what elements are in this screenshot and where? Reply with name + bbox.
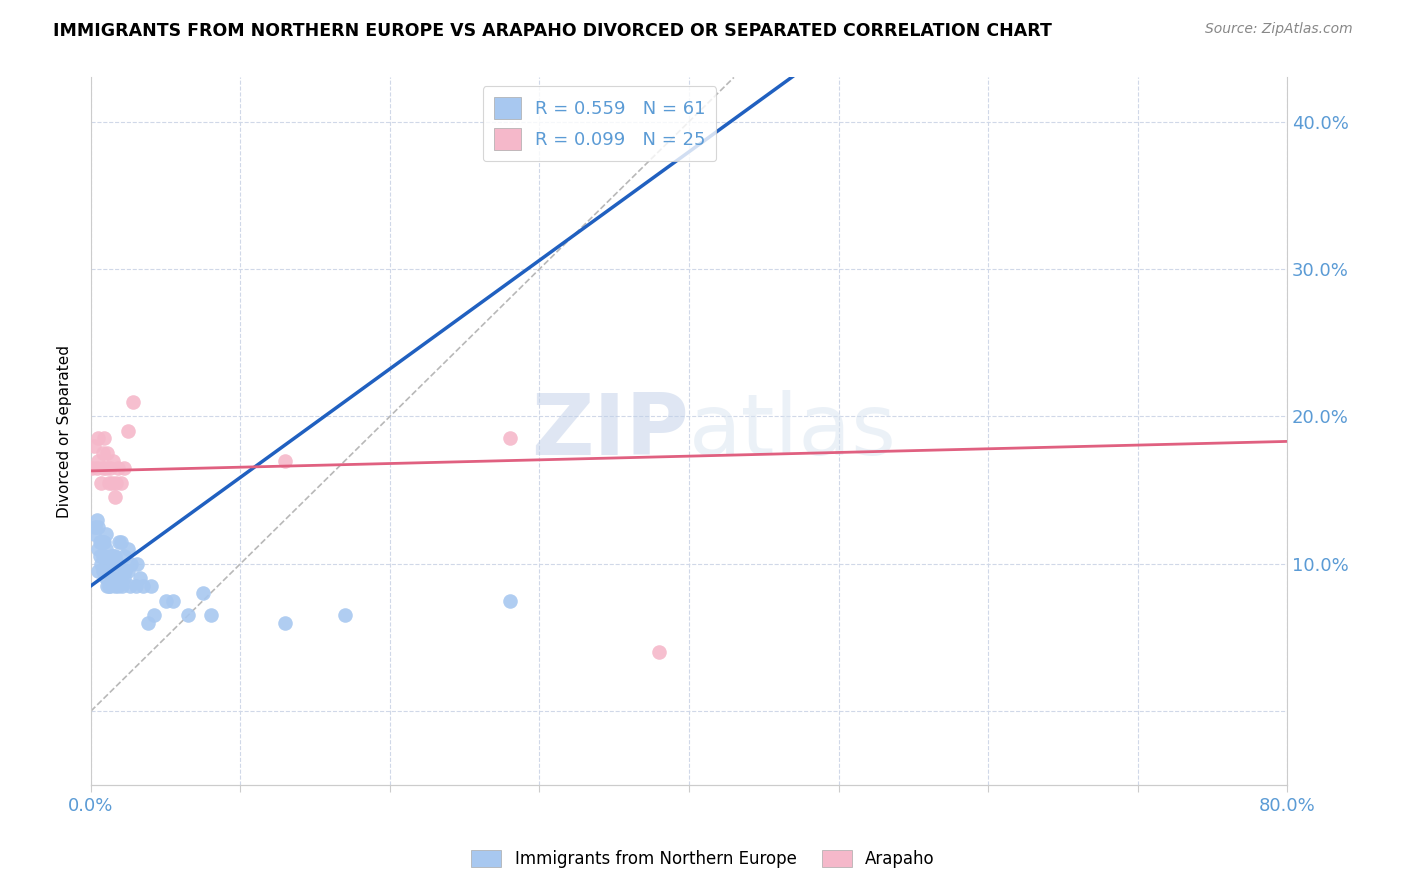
Point (498, 432, 520, 446)
Point (104, 491, 127, 505)
Point (97, 579, 120, 593)
Legend: R = 0.559   N = 61, R = 0.099   N = 25: R = 0.559 N = 61, R = 0.099 N = 25 (482, 87, 717, 161)
Point (94, 541, 117, 556)
Point (89, 549, 111, 564)
Point (91, 446, 114, 460)
Point (142, 608, 165, 623)
Point (87, 453, 110, 467)
Point (191, 586, 214, 600)
Point (101, 549, 124, 564)
Point (112, 549, 135, 564)
Point (648, 645, 671, 659)
Point (105, 564, 128, 578)
Point (94, 557, 117, 571)
Point (91, 461, 114, 475)
Point (96, 579, 118, 593)
Y-axis label: Divorced or Separated: Divorced or Separated (58, 344, 72, 517)
Point (96, 557, 118, 571)
Point (333, 608, 356, 623)
Point (84, 520, 107, 534)
Point (87, 520, 110, 534)
Point (91, 564, 114, 578)
Legend: Immigrants from Northern Europe, Arapaho: Immigrants from Northern Europe, Arapaho (465, 843, 941, 875)
Point (96, 446, 118, 460)
Point (139, 579, 162, 593)
Point (111, 579, 134, 593)
Point (108, 534, 131, 549)
Point (103, 571, 125, 585)
Point (93, 564, 115, 578)
Point (90, 557, 112, 571)
Point (117, 564, 139, 578)
Point (98, 557, 121, 571)
Point (107, 461, 129, 475)
Point (87, 432, 110, 446)
Point (87, 564, 110, 578)
Text: ZIP: ZIP (531, 390, 689, 473)
Point (94, 571, 117, 585)
Point (103, 549, 125, 564)
Point (94, 527, 117, 541)
Point (498, 593, 520, 607)
Point (200, 608, 222, 623)
Point (94, 461, 117, 475)
Point (117, 541, 139, 556)
Point (101, 475, 124, 490)
Point (98, 461, 121, 475)
Point (107, 557, 129, 571)
Point (91, 534, 114, 549)
Point (112, 571, 135, 585)
Point (118, 579, 141, 593)
Point (110, 571, 132, 585)
Point (127, 557, 149, 571)
Point (90, 475, 112, 490)
Text: atlas: atlas (689, 390, 897, 473)
Point (274, 615, 297, 630)
Point (91, 549, 114, 564)
Point (89, 534, 111, 549)
Point (83, 527, 105, 541)
Point (93, 549, 115, 564)
Point (97, 475, 120, 490)
Point (132, 579, 155, 593)
Point (104, 549, 127, 564)
Point (120, 557, 142, 571)
Text: IMMIGRANTS FROM NORTHERN EUROPE VS ARAPAHO DIVORCED OR SEPARATED CORRELATION CHA: IMMIGRANTS FROM NORTHERN EUROPE VS ARAPA… (53, 22, 1052, 40)
Point (82, 461, 104, 475)
Point (105, 475, 128, 490)
Point (155, 593, 177, 607)
Point (103, 453, 125, 467)
Point (87, 541, 110, 556)
Point (162, 593, 184, 607)
Point (110, 475, 132, 490)
Point (90, 534, 112, 549)
Point (98, 579, 121, 593)
Point (110, 534, 132, 549)
Point (104, 579, 127, 593)
Point (177, 608, 200, 623)
Point (97, 557, 120, 571)
Point (86, 512, 108, 526)
Point (136, 615, 159, 630)
Point (86, 461, 108, 475)
Point (117, 424, 139, 438)
Point (112, 461, 135, 475)
Point (125, 579, 148, 593)
Point (121, 394, 143, 409)
Text: Source: ZipAtlas.com: Source: ZipAtlas.com (1205, 22, 1353, 37)
Point (129, 571, 152, 585)
Point (274, 453, 297, 467)
Point (101, 571, 124, 585)
Point (83, 439, 105, 453)
Point (93, 432, 115, 446)
Point (107, 579, 129, 593)
Point (93, 534, 115, 549)
Point (114, 564, 136, 578)
